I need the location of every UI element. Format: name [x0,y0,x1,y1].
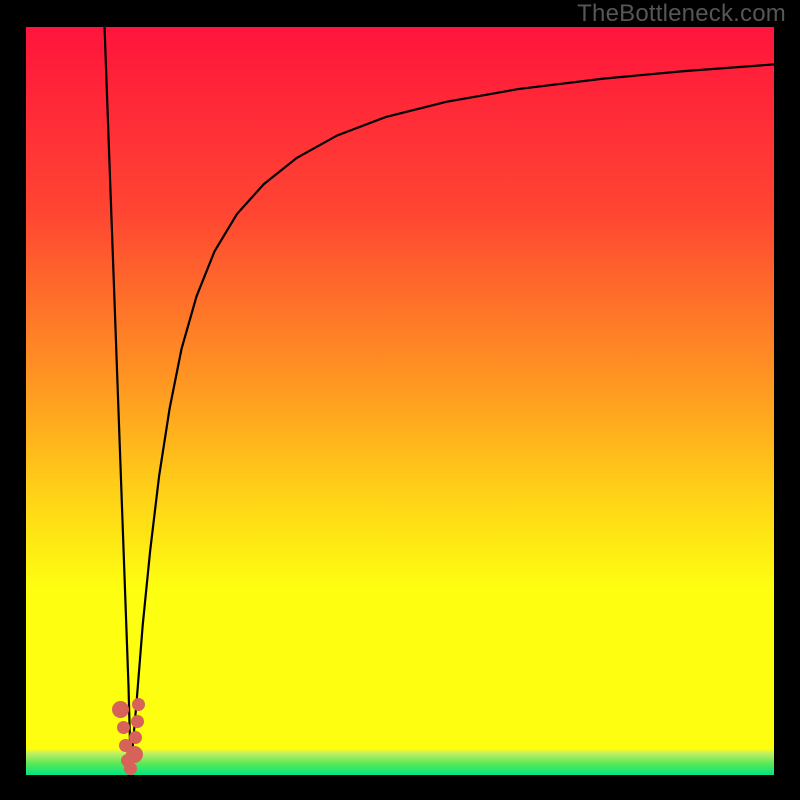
data-marker [126,746,143,763]
curve-right-branch [131,64,774,769]
data-marker [131,715,144,728]
chart-frame: TheBottleneck.com [0,0,800,800]
watermark-text: TheBottleneck.com [577,0,786,28]
data-marker [117,721,130,734]
bottleneck-curve [26,27,774,775]
curve-left-branch [105,27,131,769]
plot-area [26,27,774,775]
data-marker [124,762,137,775]
